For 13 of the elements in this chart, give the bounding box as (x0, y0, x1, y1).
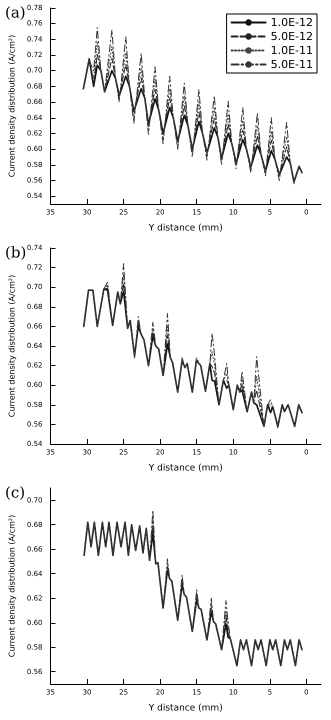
legend-label: 1.0E-11 (270, 44, 314, 57)
x-axis-title: Y distance (mm) (148, 704, 223, 714)
x-axis-title: Y distance (mm) (148, 224, 223, 234)
y-axis-title: Current density distribution (A/cm²) (8, 514, 16, 658)
x-axis-title: Y distance (mm) (148, 464, 223, 474)
y-axis-title: Current density distribution (A/cm²) (8, 34, 16, 178)
legend-label: 5.0E-12 (270, 30, 314, 43)
legend-label: 5.0E-11 (270, 58, 314, 71)
chart-title: (a) (5, 4, 26, 22)
chart-title: (c) (5, 484, 26, 502)
y-axis-title: Current density distribution (A/cm²) (8, 274, 16, 418)
chart-title: (b) (5, 244, 26, 262)
legend-label: 1.0E-12 (270, 16, 314, 29)
